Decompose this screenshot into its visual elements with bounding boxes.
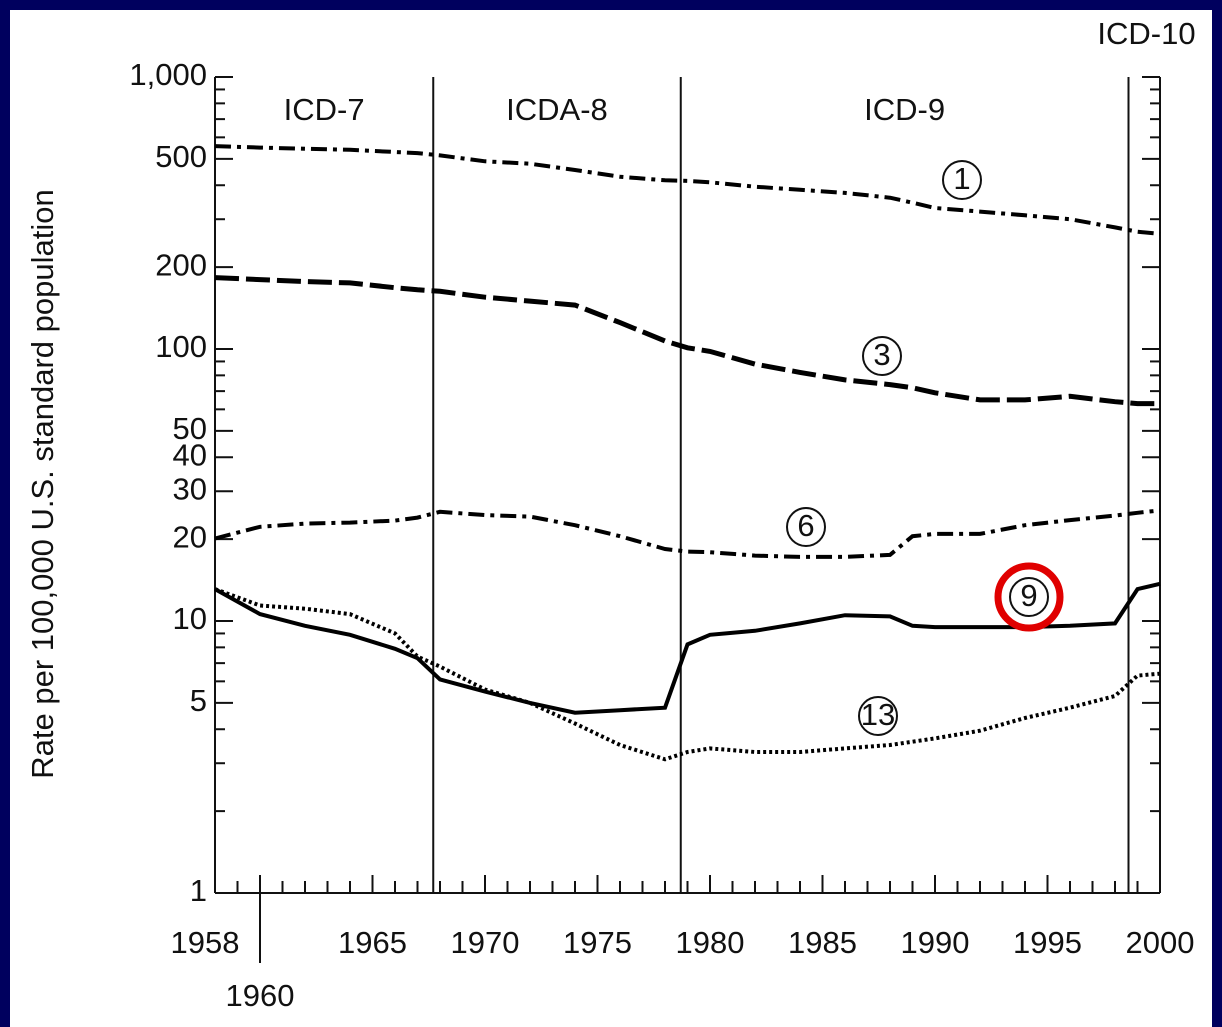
y-tick-label: 40 bbox=[173, 437, 207, 472]
y-tick-label: 1,000 bbox=[129, 57, 207, 92]
y-tick-label: 10 bbox=[173, 601, 207, 636]
series-line bbox=[214, 275, 1160, 407]
period-label: ICD-9 bbox=[864, 92, 945, 127]
y-tick-label: 5 bbox=[190, 683, 207, 718]
period-label: ICD-10 bbox=[1097, 16, 1195, 51]
series-label: 13 bbox=[861, 697, 895, 732]
x-tick-label: 1975 bbox=[563, 925, 632, 960]
period-label: ICD-7 bbox=[284, 92, 365, 127]
x-tick-label: 1970 bbox=[451, 925, 520, 960]
series-label-circle bbox=[862, 336, 902, 376]
y-axis-label: Rate per 100,000 U.S. standard populatio… bbox=[25, 189, 60, 778]
series-line bbox=[214, 144, 1161, 236]
series-label: 1 bbox=[953, 161, 970, 196]
y-tick-label: 100 bbox=[155, 329, 207, 364]
series-label-circle bbox=[858, 696, 898, 736]
series-line bbox=[214, 508, 1161, 559]
series-label-circle bbox=[786, 507, 826, 547]
y-tick-label: 1 bbox=[190, 873, 207, 908]
x-tick-label: 1965 bbox=[338, 925, 407, 960]
x-tick-label: 1990 bbox=[901, 925, 970, 960]
y-tick-label: 20 bbox=[173, 519, 207, 554]
highlight-ring bbox=[994, 562, 1064, 632]
x-tick-label: 1980 bbox=[676, 925, 745, 960]
x-tick-label: 1985 bbox=[788, 925, 857, 960]
panel bbox=[10, 10, 1212, 1027]
x-tick-label: 1960 bbox=[226, 978, 295, 1013]
x-tick-label: 1995 bbox=[1013, 925, 1082, 960]
y-tick-label: 200 bbox=[155, 247, 207, 282]
series-label-circle bbox=[1009, 577, 1049, 617]
x-tick-label: 2000 bbox=[1126, 925, 1195, 960]
series-label: 3 bbox=[873, 337, 890, 372]
period-label: ICDA-8 bbox=[506, 92, 608, 127]
series-line bbox=[214, 587, 1161, 762]
series-label: 9 bbox=[1020, 578, 1037, 613]
y-tick-label: 30 bbox=[173, 471, 207, 506]
y-tick-label: 500 bbox=[155, 139, 207, 174]
y-tick-label: 50 bbox=[173, 411, 207, 446]
series-label-circle bbox=[942, 160, 982, 200]
x-tick-label: 1958 bbox=[171, 925, 240, 960]
series-label: 6 bbox=[797, 508, 814, 543]
